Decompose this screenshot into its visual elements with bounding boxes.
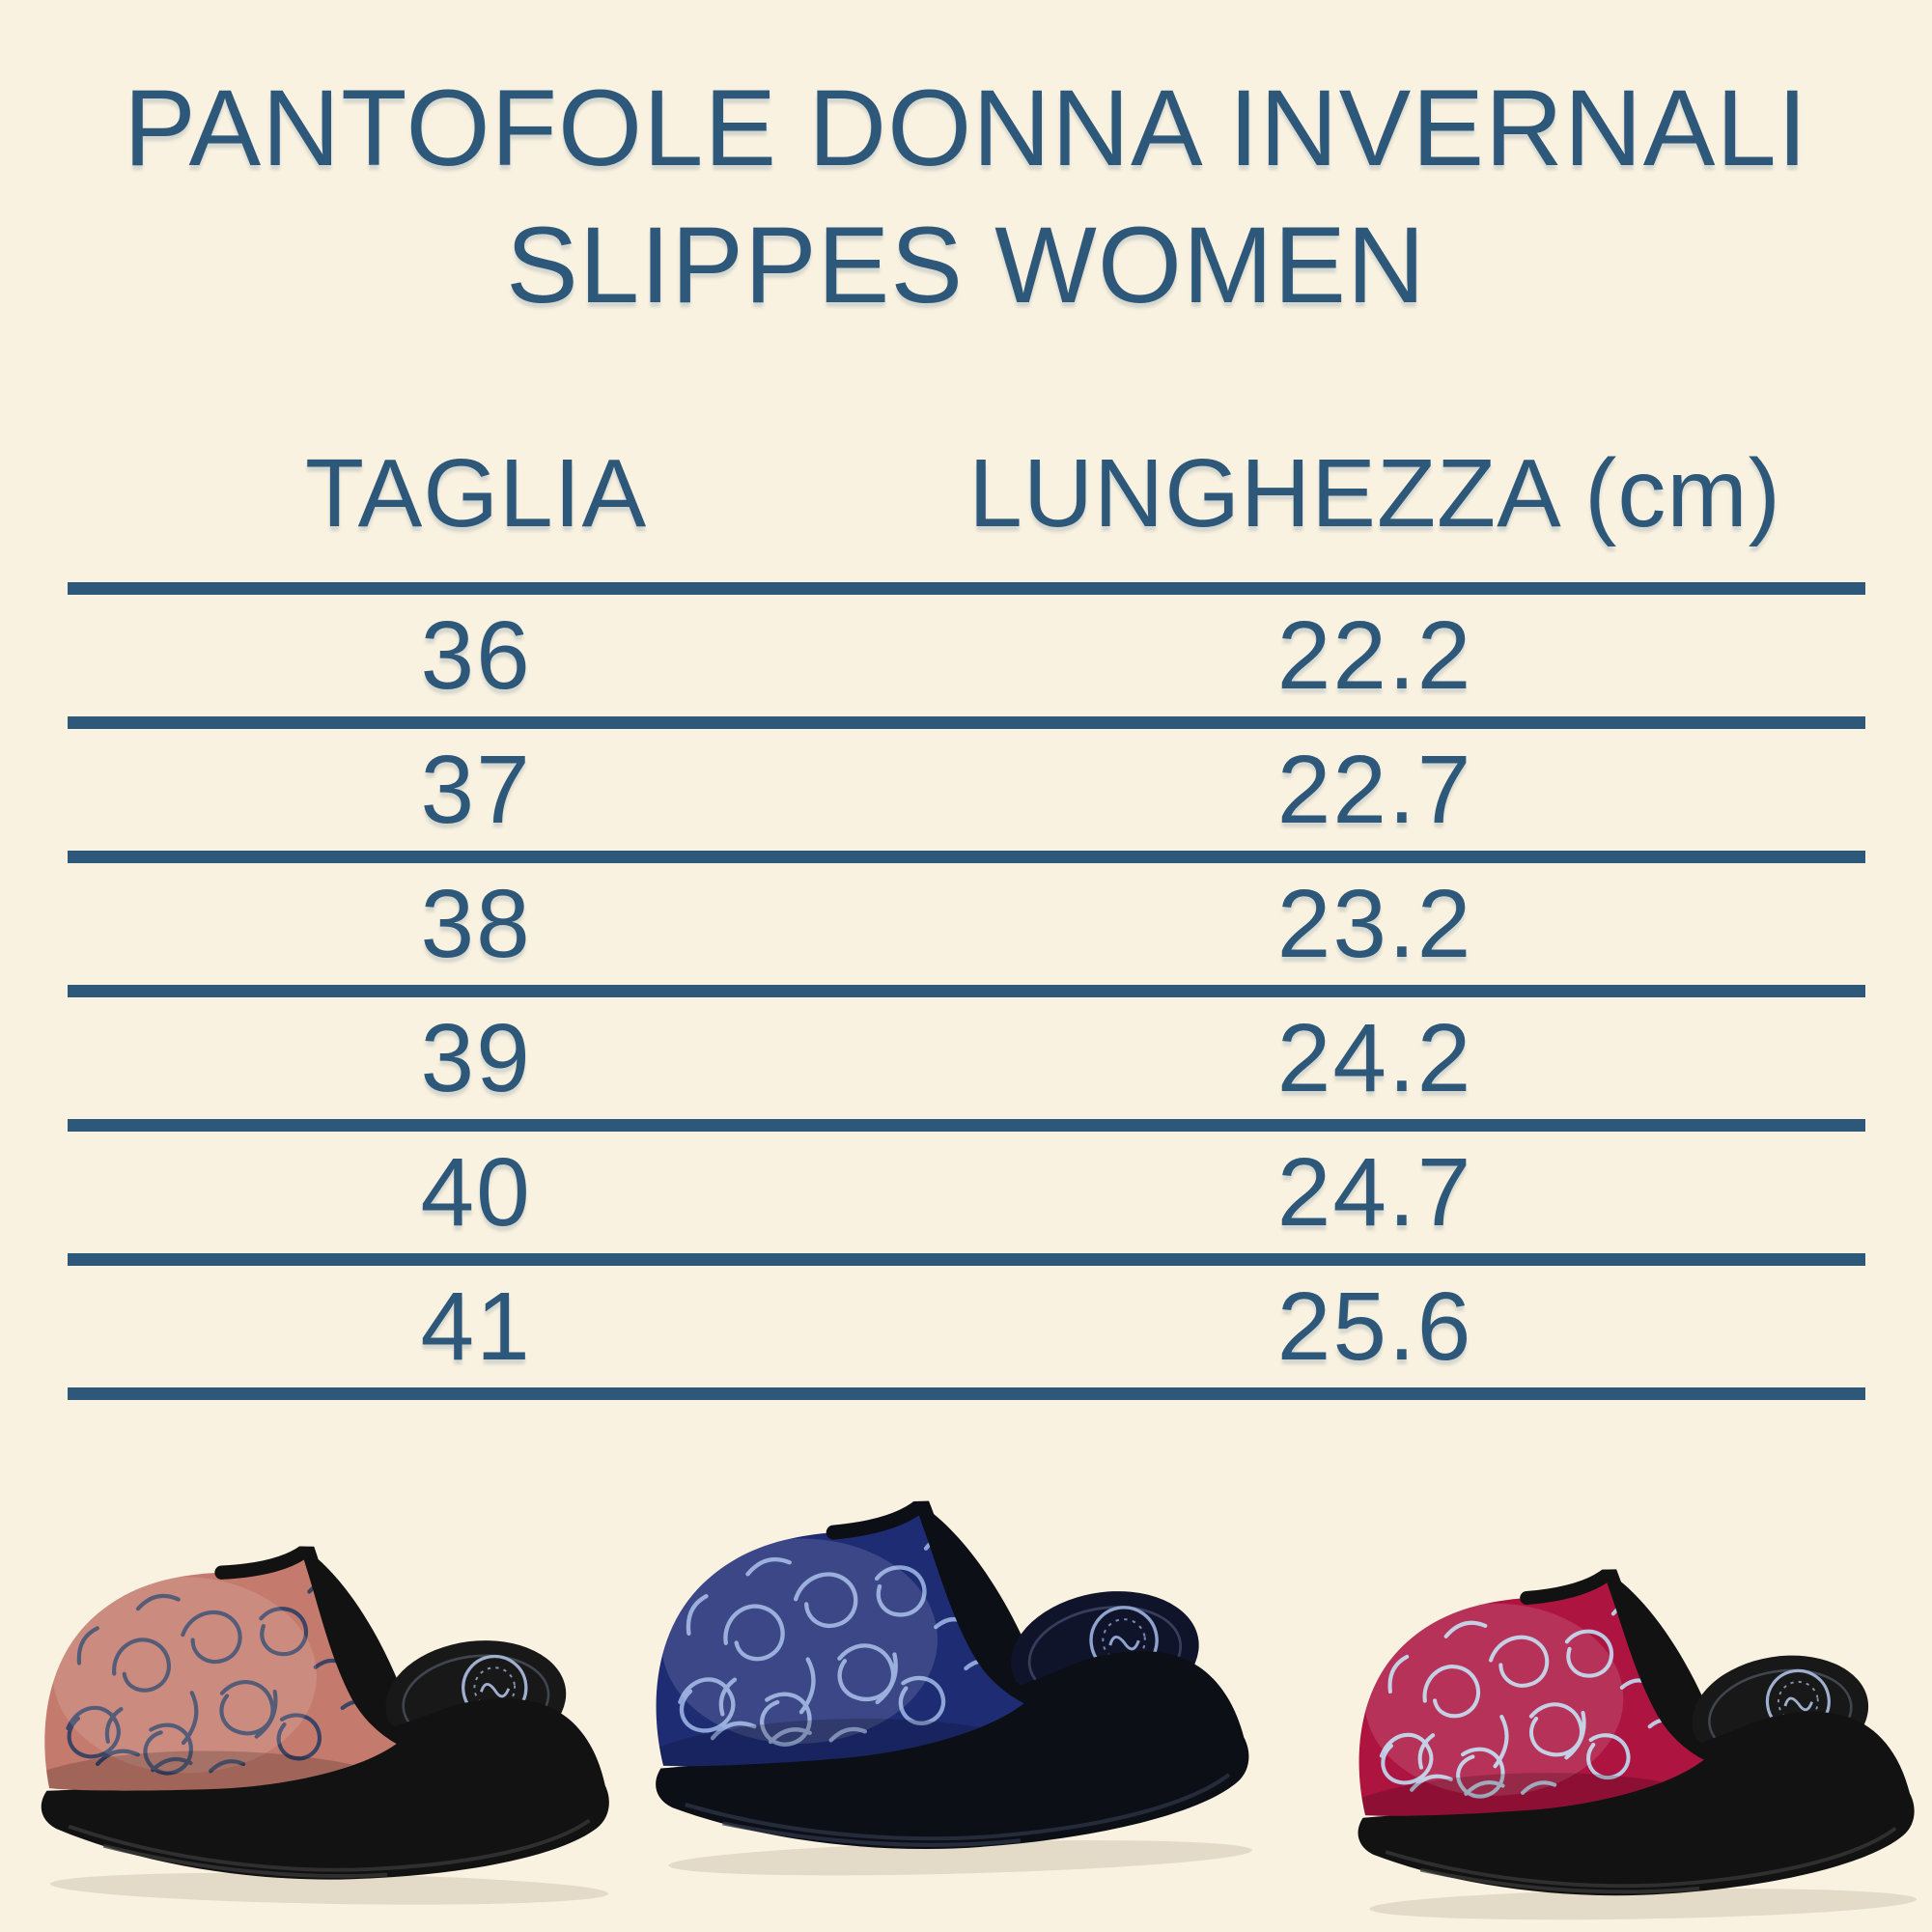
product-photos [0,1469,1932,1932]
taglia-value: 36 [67,582,885,723]
page-title: PANTOFOLE DONNA INVERNALI SLIPPES WOMEN [0,0,1932,334]
red-slipper-photo [1356,1564,1918,1920]
lunghezza-value: 24.2 [884,985,1865,1126]
taglia-value: 37 [67,716,885,857]
ground-shadow [668,1839,1252,1876]
column-header-lunghezza: LUNGHEZZA (cm) [968,439,1781,548]
lunghezza-value: 24.7 [884,1119,1865,1260]
size-table-row: 40 24.7 [67,1119,1865,1260]
size-table-row: 41 25.6 [67,1253,1865,1401]
column-header-taglia: TAGLIA [304,439,648,548]
size-table: TAGLIA LUNGHEZZA (cm) 36 22.2 37 22.7 38… [67,427,1865,1401]
size-table-header-row: TAGLIA LUNGHEZZA (cm) [68,427,1865,589]
size-table-row: 39 24.2 [67,985,1865,1126]
size-table-row: 36 22.2 [67,582,1865,723]
taglia-value: 40 [67,1119,885,1260]
ground-shadow [1369,1889,1918,1920]
taglia-value: 41 [67,1253,885,1401]
size-table-row: 37 22.7 [67,716,1865,857]
taglia-value: 38 [67,851,885,992]
lunghezza-value: 25.6 [884,1253,1865,1401]
title-line-2: SLIPPES WOMEN [506,205,1426,326]
title-line-1: PANTOFOLE DONNA INVERNALI [124,68,1808,188]
size-table-row: 38 23.2 [67,851,1865,992]
taglia-value: 39 [67,985,885,1126]
lunghezza-value: 22.2 [884,582,1865,723]
ground-shadow [49,1872,609,1905]
pink-slipper-photo [40,1542,611,1905]
lunghezza-value: 23.2 [884,851,1865,992]
lunghezza-value: 22.7 [884,716,1865,857]
navy-slipper-photo [651,1493,1252,1876]
